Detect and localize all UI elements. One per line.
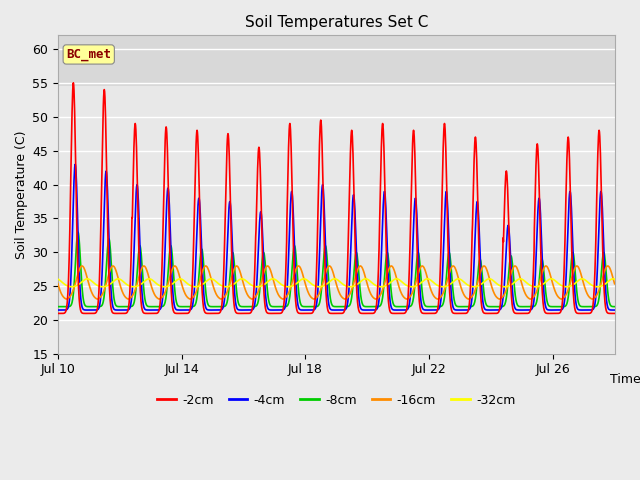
X-axis label: Time: Time xyxy=(611,373,640,386)
Y-axis label: Soil Temperature (C): Soil Temperature (C) xyxy=(15,131,28,259)
Bar xyxy=(58,36,614,86)
Text: BC_met: BC_met xyxy=(66,48,111,61)
Title: Soil Temperatures Set C: Soil Temperatures Set C xyxy=(244,15,428,30)
Legend: -2cm, -4cm, -8cm, -16cm, -32cm: -2cm, -4cm, -8cm, -16cm, -32cm xyxy=(152,389,520,412)
